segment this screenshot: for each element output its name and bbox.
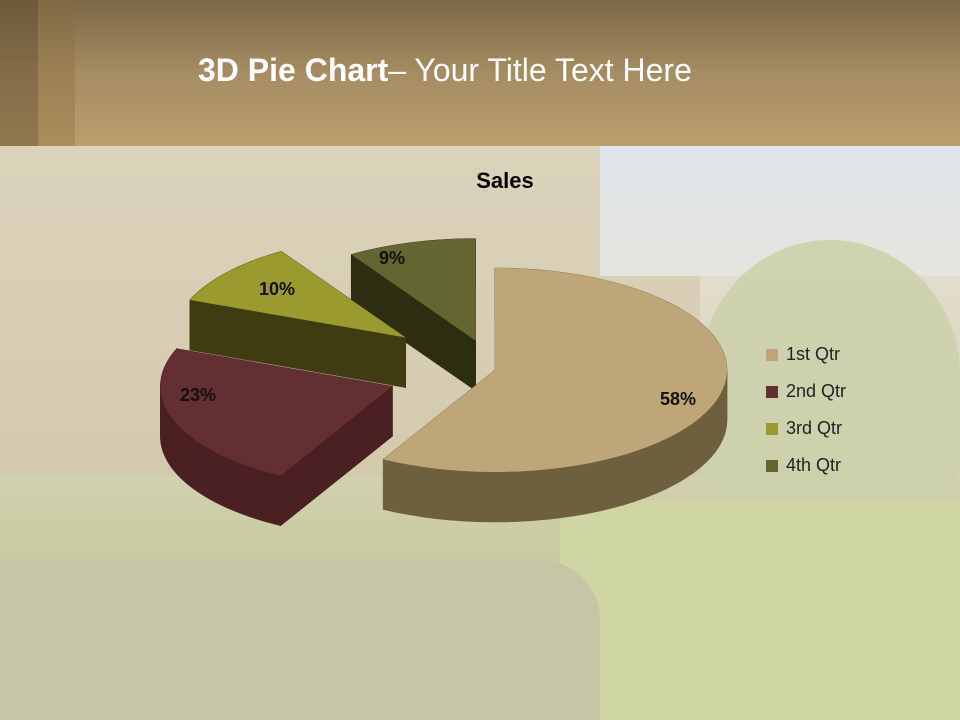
pie-slice-side-1st-qtr bbox=[719, 389, 724, 446]
title-bold: 3D Pie Chart bbox=[198, 52, 389, 88]
header-accent bbox=[0, 0, 38, 146]
pie-slice-side-1st-qtr bbox=[715, 394, 721, 453]
pie-slice-side-2nd-qtr bbox=[252, 467, 258, 520]
pie-slice-side-1st-qtr bbox=[435, 468, 450, 521]
pie-slice-side-1st-qtr bbox=[546, 467, 561, 520]
legend-swatch bbox=[766, 459, 778, 472]
pie-slice-side-2nd-qtr bbox=[198, 442, 203, 496]
pie-slice-side-1st-qtr bbox=[490, 471, 506, 523]
background-lawn bbox=[560, 500, 960, 720]
legend-swatch bbox=[766, 422, 778, 435]
pie-slice-side-1st-qtr bbox=[691, 417, 700, 475]
pie-slice-side-2nd-qtr bbox=[215, 451, 220, 505]
pie-slice-side-1st-qtr bbox=[476, 471, 492, 523]
pie-slice-side-1st-qtr bbox=[611, 454, 625, 509]
pie-slice-side-1st-qtr bbox=[599, 457, 613, 512]
legend-label: 4th Qtr bbox=[786, 455, 842, 475]
pie-slice-side-2nd-qtr bbox=[239, 462, 245, 515]
data-label-1st-qtr: 58% bbox=[660, 389, 697, 409]
legend-item: 3rd Qtr bbox=[766, 410, 846, 447]
legend: 1st Qtr 2nd Qtr 3rd Qtr 4th Qtr bbox=[766, 336, 846, 484]
pie-slice-side-1st-qtr bbox=[408, 464, 423, 518]
pie-slice-side-1st-qtr bbox=[705, 406, 712, 464]
pie-slice-side-1st-qtr bbox=[462, 470, 478, 523]
pie-slice-4th-qtr bbox=[351, 238, 476, 341]
pie-slice-side-1st-qtr bbox=[710, 400, 717, 458]
legend-item: 1st Qtr bbox=[766, 336, 846, 373]
legend-item: 2nd Qtr bbox=[766, 373, 846, 410]
pie-slice-side-2nd-qtr bbox=[195, 440, 200, 494]
pie-slice-side-2nd-qtr bbox=[182, 429, 186, 483]
pie-slice-side-1st-qtr bbox=[532, 469, 548, 521]
pie-slice-side-2nd-qtr bbox=[227, 457, 232, 511]
pie-slice-side-2nd-qtr bbox=[205, 446, 210, 500]
pie-slice-side-1st-qtr bbox=[656, 438, 668, 494]
pie-slice-side-2nd-qtr bbox=[208, 448, 213, 502]
pie-slice-side-2nd-qtr bbox=[180, 426, 183, 481]
pie-slice-side-1st-qtr bbox=[666, 433, 677, 490]
pie-slice-side-1st-qtr bbox=[421, 466, 436, 519]
pie-slice-side-2nd-qtr bbox=[212, 450, 217, 503]
pie-slice-side-1st-qtr bbox=[698, 412, 706, 470]
pie-slice-side-1st-qtr bbox=[635, 446, 647, 502]
pie-slice-side-1st-qtr bbox=[395, 461, 409, 516]
chart-title: Sales bbox=[476, 168, 534, 193]
pie-slice-side-2nd-qtr bbox=[231, 459, 236, 512]
pie-slice-side-2nd-qtr bbox=[265, 471, 272, 524]
header-accent bbox=[38, 0, 75, 146]
pie-slice-side-1st-qtr bbox=[448, 469, 464, 522]
pie-slice-side-2nd-qtr bbox=[256, 468, 262, 521]
pie-slice-3rd-qtr bbox=[189, 251, 406, 338]
pie-slice-side-1st-qtr bbox=[504, 471, 520, 523]
pie-slice-side-2nd-qtr bbox=[192, 437, 197, 492]
pie-slice-side-2nd-qtr bbox=[223, 455, 228, 509]
slide-title: 3D Pie Chart– Your Title Text Here bbox=[198, 52, 692, 89]
pie-slice-1st-qtr bbox=[383, 268, 727, 472]
data-label-4th-qtr: 9% bbox=[379, 248, 406, 268]
legend-label: 2nd Qtr bbox=[786, 381, 847, 401]
pie-slice-side-1st-qtr bbox=[573, 463, 588, 517]
pie-slice-side-2nd-qtr bbox=[243, 464, 249, 517]
pie-slice-side-1st-qtr bbox=[722, 383, 726, 440]
pie-slice-side-1st-qtr bbox=[560, 465, 575, 519]
pie-slice-side-2nd-qtr bbox=[247, 465, 253, 519]
background-tree bbox=[700, 240, 960, 510]
legend-label: 3rd Qtr bbox=[786, 418, 843, 438]
pie-slice-side-2nd-qtr bbox=[275, 474, 281, 527]
pie-slice-side-2nd-qtr bbox=[190, 435, 194, 490]
pie-slice-side-1st-qtr bbox=[675, 428, 685, 485]
background-hedge bbox=[0, 560, 600, 720]
slide-header: 3D Pie Chart– Your Title Text Here bbox=[0, 0, 960, 146]
legend-swatch bbox=[766, 348, 778, 361]
pie-slice-side-2nd-qtr bbox=[235, 460, 240, 514]
pie-slice-side-1st-qtr bbox=[623, 450, 636, 506]
pie-slice-2nd-qtr bbox=[160, 348, 393, 476]
legend-swatch bbox=[766, 385, 778, 398]
pie-slice-side-2nd-qtr bbox=[187, 433, 191, 488]
data-label-3rd-qtr: 10% bbox=[259, 279, 296, 299]
pie-slice-side-1st-qtr bbox=[382, 459, 397, 513]
pie-slice-side-2nd-qtr bbox=[261, 470, 267, 523]
pie-slice-side-2nd-qtr bbox=[184, 431, 189, 485]
pie-slice-side-2nd-qtr bbox=[177, 424, 181, 479]
pie-slice-side-2nd-qtr bbox=[202, 444, 206, 498]
legend-item: 4th Qtr bbox=[766, 447, 846, 484]
pie-slice-side-2nd-qtr bbox=[175, 422, 179, 477]
pie-slice-side-1st-qtr bbox=[646, 442, 658, 498]
pie-slice-side-1st-qtr bbox=[586, 460, 601, 514]
pie-slice-side-2nd-qtr bbox=[219, 453, 224, 507]
pie-slice-side-1st-qtr bbox=[518, 470, 534, 522]
legend-label: 1st Qtr bbox=[786, 344, 841, 364]
title-rest: – Your Title Text Here bbox=[388, 52, 692, 88]
data-label-2nd-qtr: 23% bbox=[180, 385, 217, 405]
pie-slice-side-1st-qtr bbox=[684, 423, 693, 480]
pie-slice-side-2nd-qtr bbox=[270, 472, 277, 525]
